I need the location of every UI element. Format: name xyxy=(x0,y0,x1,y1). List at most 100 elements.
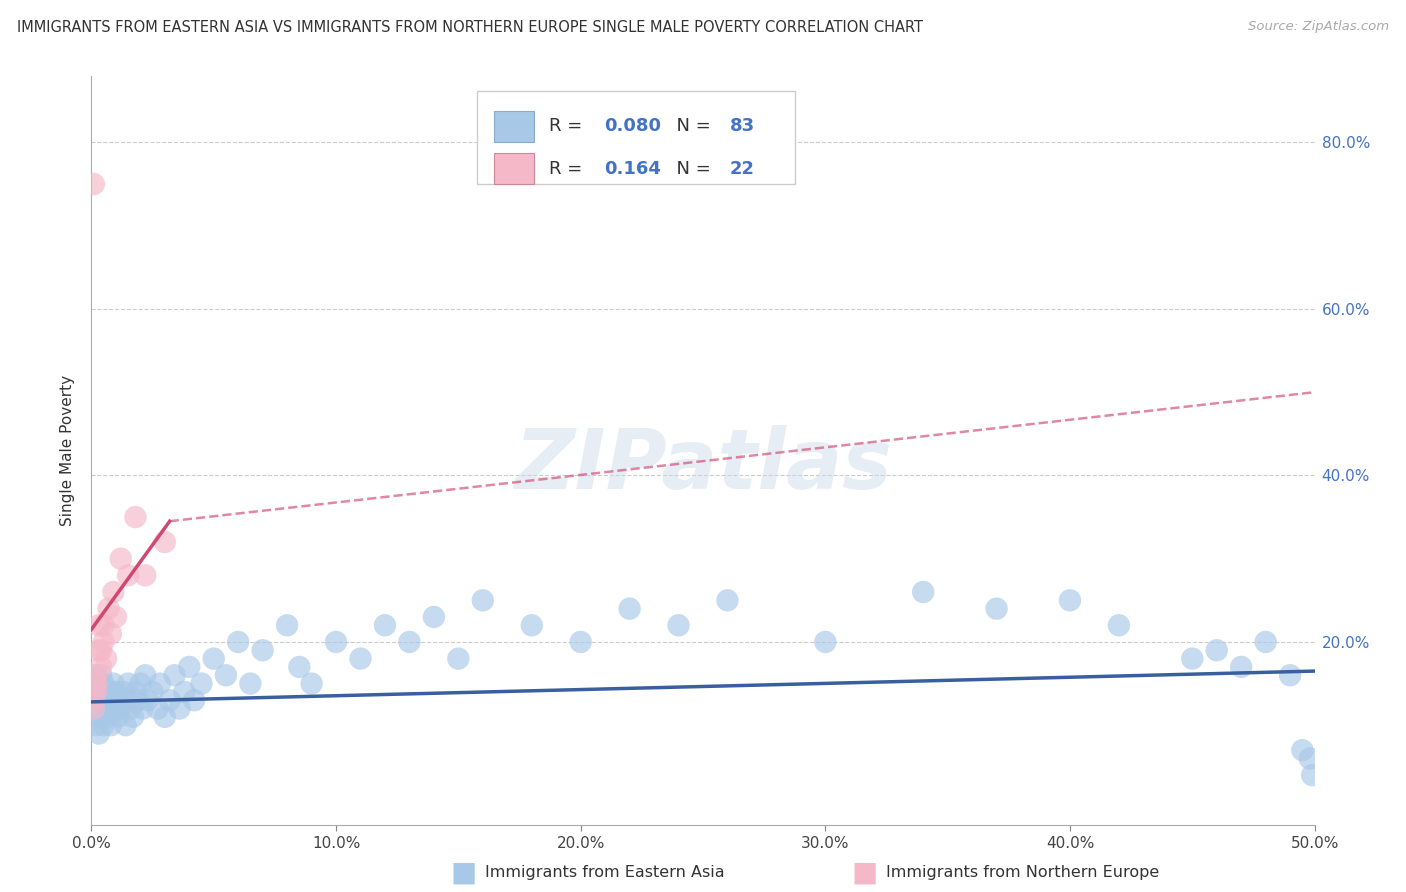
Point xyxy=(301,676,323,690)
Text: 22: 22 xyxy=(730,160,755,178)
Point xyxy=(94,701,117,715)
Point xyxy=(83,676,105,690)
Point xyxy=(87,693,110,707)
Point xyxy=(1108,618,1130,632)
Point xyxy=(569,635,592,649)
FancyBboxPatch shape xyxy=(494,153,534,185)
Point xyxy=(104,685,127,699)
Point xyxy=(93,718,115,732)
Point xyxy=(84,685,107,699)
Point xyxy=(100,685,122,699)
Point xyxy=(117,568,139,582)
Point xyxy=(104,701,127,715)
Point xyxy=(288,660,311,674)
Point xyxy=(93,635,115,649)
Point xyxy=(159,693,181,707)
FancyBboxPatch shape xyxy=(477,91,794,185)
Point xyxy=(112,685,135,699)
Point xyxy=(1230,660,1253,674)
Point xyxy=(122,710,145,724)
Point xyxy=(202,651,225,665)
Point xyxy=(1291,743,1313,757)
Point xyxy=(90,668,112,682)
Text: IMMIGRANTS FROM EASTERN ASIA VS IMMIGRANTS FROM NORTHERN EUROPE SINGLE MALE POVE: IMMIGRANTS FROM EASTERN ASIA VS IMMIGRAN… xyxy=(17,20,922,35)
Point xyxy=(153,710,176,724)
Text: Immigrants from Eastern Asia: Immigrants from Eastern Asia xyxy=(485,865,724,880)
Point xyxy=(716,593,738,607)
Point xyxy=(87,726,110,740)
Point xyxy=(90,710,112,724)
Text: R =: R = xyxy=(548,118,588,136)
Text: Immigrants from Northern Europe: Immigrants from Northern Europe xyxy=(886,865,1159,880)
Point xyxy=(127,693,149,707)
Point xyxy=(912,585,935,599)
Point xyxy=(190,676,212,690)
Text: ■: ■ xyxy=(451,858,477,887)
Point xyxy=(163,668,186,682)
Point xyxy=(110,701,132,715)
Point xyxy=(104,610,127,624)
Point xyxy=(471,593,494,607)
Point xyxy=(423,610,446,624)
Point xyxy=(1299,751,1322,765)
Point xyxy=(169,701,191,715)
Point xyxy=(619,601,641,615)
Point xyxy=(83,701,105,715)
Point xyxy=(120,701,142,715)
Point xyxy=(349,651,371,665)
Point xyxy=(1205,643,1227,657)
Point xyxy=(814,635,837,649)
Point xyxy=(90,643,112,657)
Text: ■: ■ xyxy=(852,858,877,887)
Text: R =: R = xyxy=(548,160,593,178)
Point xyxy=(325,635,347,649)
Point xyxy=(1181,651,1204,665)
Point xyxy=(103,676,125,690)
Point xyxy=(97,601,120,615)
Point xyxy=(100,626,122,640)
Point xyxy=(129,676,152,690)
Point xyxy=(179,660,201,674)
Point xyxy=(215,668,238,682)
Point xyxy=(1059,593,1081,607)
Point xyxy=(93,618,115,632)
Point xyxy=(183,693,205,707)
Text: 83: 83 xyxy=(730,118,755,136)
Point xyxy=(132,701,155,715)
Point xyxy=(114,718,136,732)
Point xyxy=(149,676,172,690)
Text: 0.080: 0.080 xyxy=(605,118,661,136)
Point xyxy=(141,685,163,699)
Point xyxy=(117,693,139,707)
Text: ZIPatlas: ZIPatlas xyxy=(515,425,891,506)
Point xyxy=(84,685,107,699)
Point xyxy=(87,643,110,657)
Point xyxy=(100,718,122,732)
Point xyxy=(124,510,146,524)
Point xyxy=(97,693,120,707)
Point xyxy=(668,618,690,632)
Point xyxy=(173,685,195,699)
Point xyxy=(520,618,543,632)
Point xyxy=(93,676,115,690)
Point xyxy=(93,693,115,707)
Point xyxy=(1301,768,1323,782)
Point xyxy=(94,651,117,665)
Y-axis label: Single Male Poverty: Single Male Poverty xyxy=(60,375,76,526)
Point xyxy=(84,668,107,682)
Point xyxy=(153,535,176,549)
Point xyxy=(94,685,117,699)
Point xyxy=(1254,635,1277,649)
Point xyxy=(252,643,274,657)
Point xyxy=(84,676,107,690)
Point xyxy=(124,685,146,699)
Point xyxy=(83,701,105,715)
Point xyxy=(84,718,107,732)
Text: 0.164: 0.164 xyxy=(605,160,661,178)
Point xyxy=(374,618,396,632)
Point xyxy=(134,568,156,582)
Point xyxy=(84,668,107,682)
Point xyxy=(398,635,420,649)
Point xyxy=(103,585,125,599)
Point xyxy=(447,651,470,665)
